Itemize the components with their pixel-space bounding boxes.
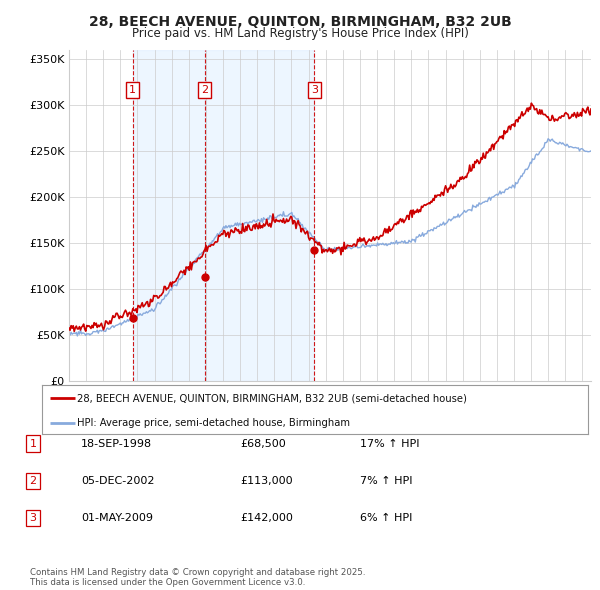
Text: 01-MAY-2009: 01-MAY-2009 <box>81 513 153 523</box>
Text: 6% ↑ HPI: 6% ↑ HPI <box>360 513 412 523</box>
Text: 1: 1 <box>29 439 37 448</box>
Text: 28, BEECH AVENUE, QUINTON, BIRMINGHAM, B32 2UB: 28, BEECH AVENUE, QUINTON, BIRMINGHAM, B… <box>89 15 511 29</box>
Text: £68,500: £68,500 <box>240 439 286 448</box>
Text: 28, BEECH AVENUE, QUINTON, BIRMINGHAM, B32 2UB (semi-detached house): 28, BEECH AVENUE, QUINTON, BIRMINGHAM, B… <box>77 394 467 404</box>
Text: 2: 2 <box>29 476 37 486</box>
Text: 2: 2 <box>201 85 208 95</box>
Text: 3: 3 <box>29 513 37 523</box>
Text: £113,000: £113,000 <box>240 476 293 486</box>
Text: 05-DEC-2002: 05-DEC-2002 <box>81 476 155 486</box>
Bar <box>133 50 205 381</box>
Text: 3: 3 <box>311 85 318 95</box>
Text: Price paid vs. HM Land Registry's House Price Index (HPI): Price paid vs. HM Land Registry's House … <box>131 27 469 40</box>
Text: 7% ↑ HPI: 7% ↑ HPI <box>360 476 413 486</box>
Text: 17% ↑ HPI: 17% ↑ HPI <box>360 439 419 448</box>
Bar <box>205 50 314 381</box>
Text: 1: 1 <box>129 85 136 95</box>
Text: 18-SEP-1998: 18-SEP-1998 <box>81 439 152 448</box>
Text: £142,000: £142,000 <box>240 513 293 523</box>
Text: HPI: Average price, semi-detached house, Birmingham: HPI: Average price, semi-detached house,… <box>77 418 350 428</box>
Text: Contains HM Land Registry data © Crown copyright and database right 2025.
This d: Contains HM Land Registry data © Crown c… <box>30 568 365 587</box>
